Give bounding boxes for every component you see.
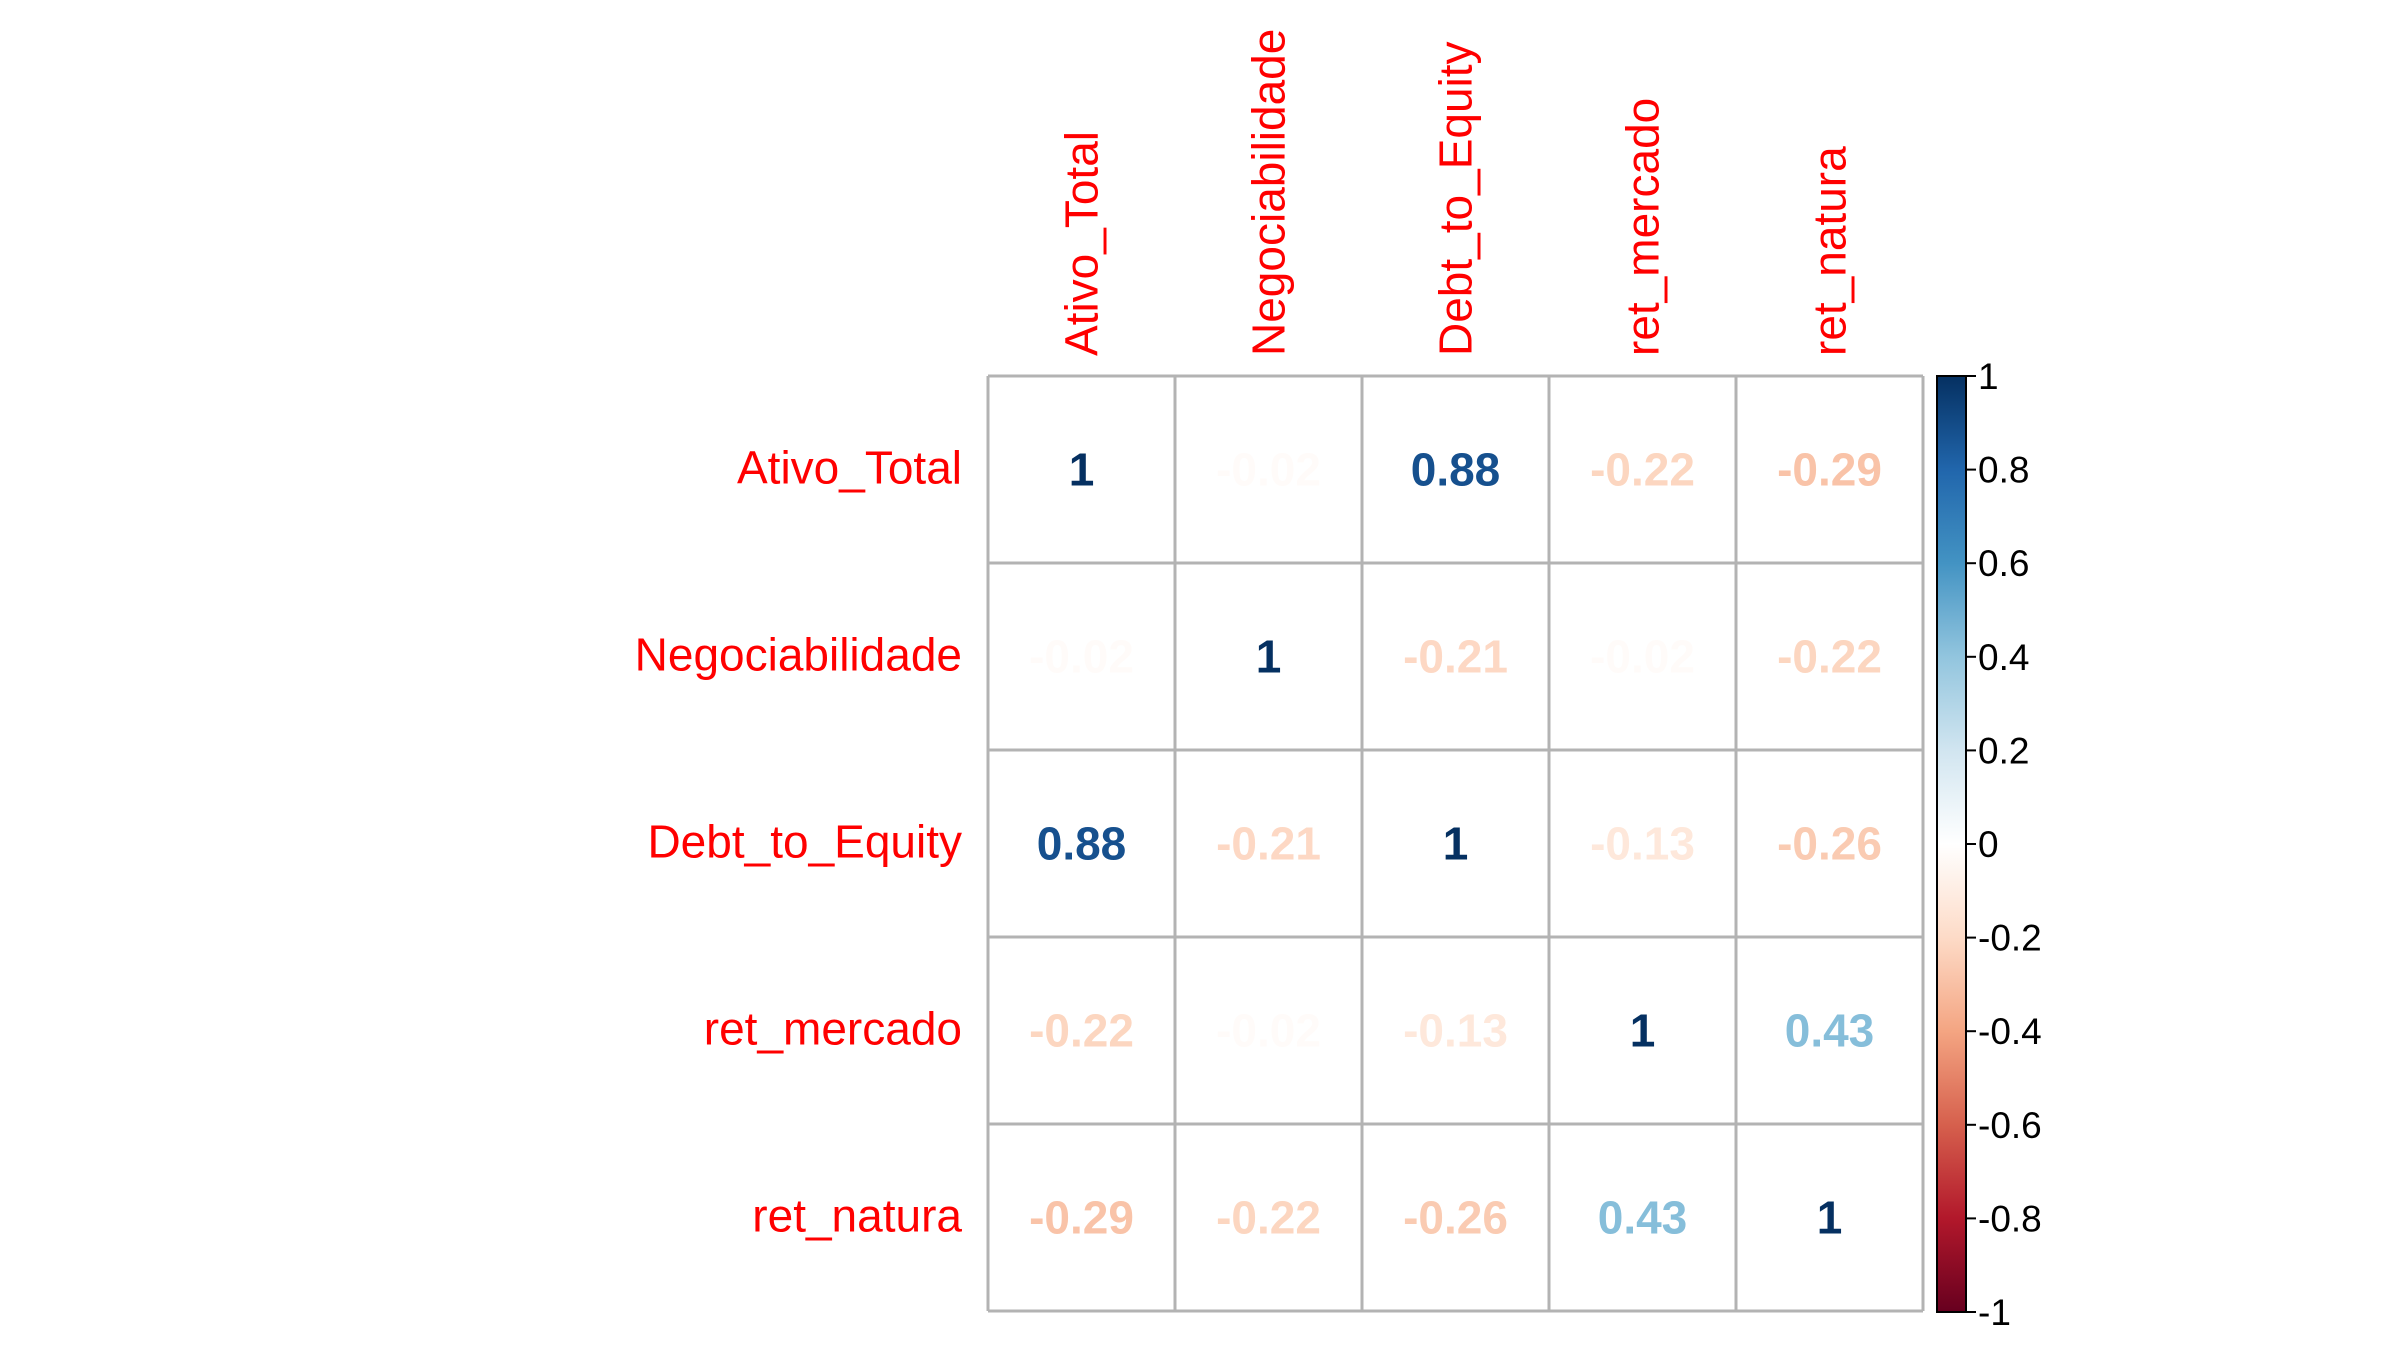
cell-value-label: -0.02 — [1216, 1005, 1321, 1057]
cell-value-label: 0.43 — [1598, 1192, 1688, 1244]
matrix-background — [988, 376, 1923, 1311]
colorbar-tick-label: -0.6 — [1978, 1105, 2042, 1146]
cell-value-label: -0.26 — [1777, 818, 1882, 870]
column-labels: Ativo_Total Negociabilidade Debt_to_Equity… — [1056, 29, 1856, 356]
colorbar-tick-label: -0.2 — [1978, 918, 2042, 959]
cell-value-label: -0.02 — [1216, 444, 1321, 496]
cell-value-label: -0.29 — [1029, 1192, 1134, 1244]
row-label: Ativo_Total — [737, 442, 962, 494]
colorbar-tick-label: 1 — [1978, 356, 1999, 397]
cell-value-label: -0.22 — [1029, 1005, 1134, 1057]
column-label: Debt_to_Equity — [1430, 41, 1482, 356]
colorbar-tick-label: 0.6 — [1978, 543, 2029, 584]
colorbar-tick-label: -0.4 — [1978, 1011, 2042, 1052]
colorbar-tick-label: -0.8 — [1978, 1198, 2042, 1239]
cell-value-label: -0.13 — [1590, 818, 1695, 870]
cell-value-label: -0.21 — [1216, 818, 1321, 870]
column-label: Negociabilidade — [1243, 29, 1295, 356]
cell-value-label: 1 — [1817, 1192, 1843, 1244]
cell-value-labels: 1 -0.02 0.88 -0.22 -0.29 -0.02 1 -0.21 -0.02 -0.2… — [1029, 444, 1882, 1244]
cell-value-label: -0.22 — [1590, 444, 1695, 496]
column-label: Ativo_Total — [1056, 131, 1108, 356]
cell-value-label: -0.13 — [1403, 1005, 1508, 1057]
cell-value-label: -0.02 — [1590, 631, 1695, 683]
colorbar-tick-label: 0.2 — [1978, 730, 2029, 771]
row-label: ret_mercado — [704, 1003, 962, 1055]
cell-value-label: -0.29 — [1777, 444, 1882, 496]
cell-value-label: 1 — [1256, 631, 1282, 683]
cell-value-label: -0.21 — [1403, 631, 1508, 683]
row-label: Negociabilidade — [635, 629, 962, 681]
cell-value-label: -0.22 — [1777, 631, 1882, 683]
cell-value-label: 0.88 — [1411, 444, 1501, 496]
cell-value-label: 1 — [1630, 1005, 1656, 1057]
row-label: ret_natura — [752, 1190, 962, 1242]
cell-value-label: 1 — [1069, 444, 1095, 496]
colorbar-gradient — [1937, 376, 1966, 1312]
cell-value-label: -0.02 — [1029, 631, 1134, 683]
colorbar-tick-label: -1 — [1978, 1292, 2011, 1333]
row-labels: Ativo_Total Negociabilidade Debt_to_Equity… — [635, 442, 963, 1242]
colorbar: 1 0.8 0.6 0.4 0.2 0 -0.2 -0.4 -0.6 -0.8 -1 — [1936, 356, 2042, 1333]
column-label: ret_mercado — [1617, 98, 1669, 356]
column-label: ret_natura — [1804, 146, 1856, 356]
cell-value-label: 0.88 — [1037, 818, 1127, 870]
cell-value-label: 0.43 — [1785, 1005, 1875, 1057]
colorbar-tick-label: 0.8 — [1978, 450, 2029, 491]
colorbar-tick-label: 0.4 — [1978, 637, 2029, 678]
matrix-cells — [986, 374, 1925, 1313]
cell-value-label: -0.26 — [1403, 1192, 1508, 1244]
colorbar-tick-label: 0 — [1978, 824, 1999, 865]
cell-value-label: 1 — [1443, 818, 1469, 870]
cell-value-label: -0.22 — [1216, 1192, 1321, 1244]
row-label: Debt_to_Equity — [647, 816, 962, 868]
